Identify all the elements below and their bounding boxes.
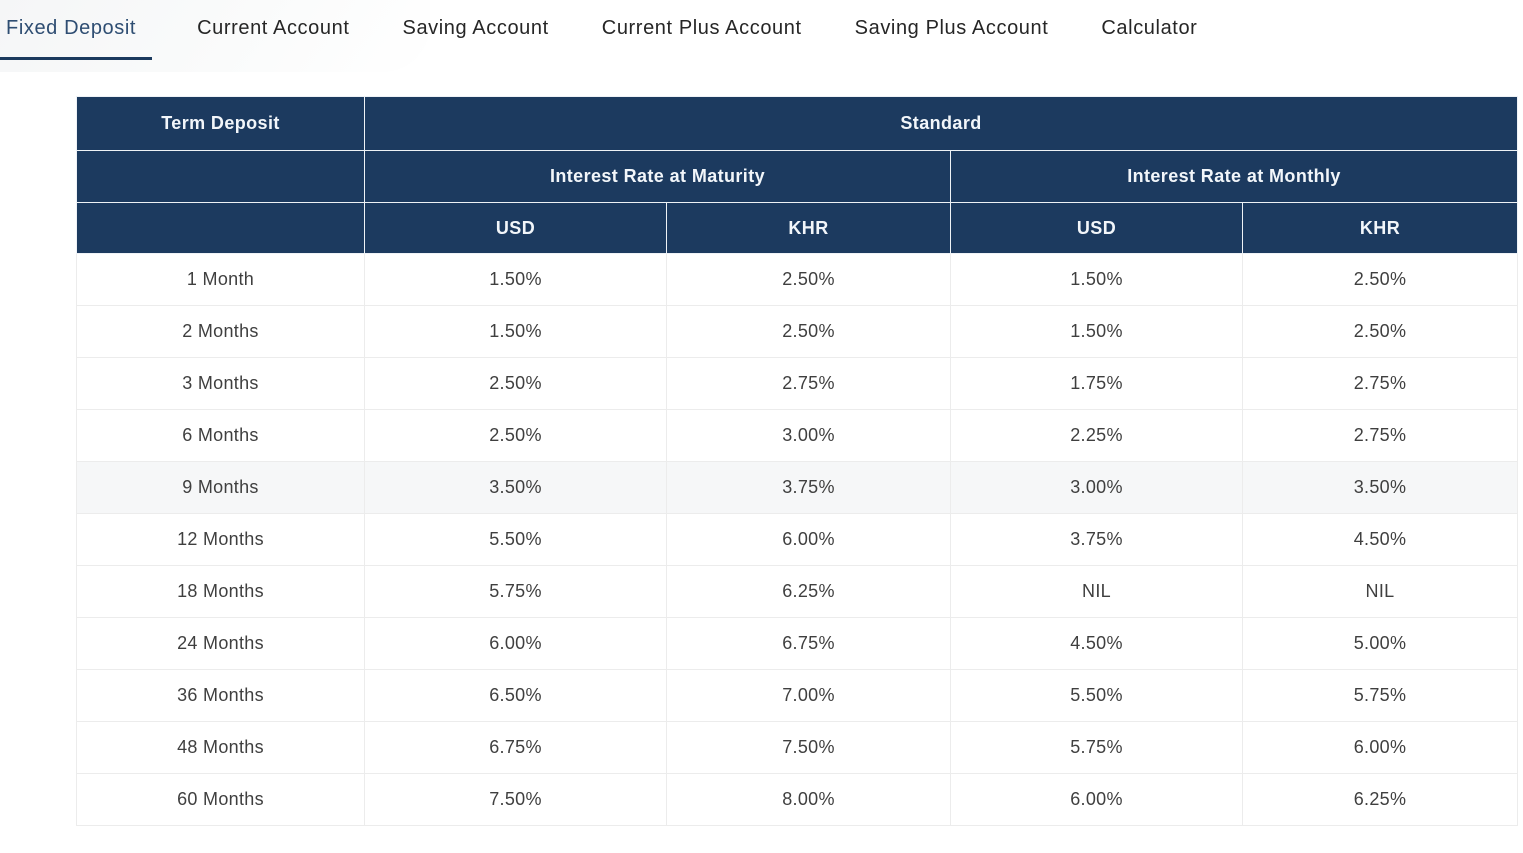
- table-row: 9 Months 3.50% 3.75% 3.00% 3.50%: [76, 461, 1519, 514]
- rate-cell: 3.50%: [364, 461, 667, 514]
- term-cell: 60 Months: [76, 773, 365, 826]
- rate-cell: 2.50%: [1241, 253, 1519, 306]
- rates-table: Term Deposit Standard Interest Rate at M…: [76, 96, 1519, 826]
- rate-table-body: 1 Month 1.50% 2.50% 1.50% 2.50% 2 Months 1.50%…: [76, 253, 1519, 826]
- header-row-groups: Interest Rate at Maturity Interest Rate …: [76, 150, 1519, 203]
- header-row-currencies: USD KHR USD KHR: [76, 202, 1519, 254]
- currency-header-usd-maturity: USD: [364, 202, 667, 254]
- rate-cell: 1.75%: [950, 357, 1243, 410]
- rate-cell: 2.75%: [1241, 357, 1519, 410]
- rate-cell: 3.00%: [950, 461, 1243, 514]
- table-row: 48 Months 6.75% 7.50% 5.75% 6.00%: [76, 721, 1519, 774]
- term-cell: 12 Months: [76, 513, 365, 566]
- table-row: 36 Months 6.50% 7.00% 5.50% 5.75%: [76, 669, 1519, 722]
- rate-cell: 2.50%: [666, 305, 951, 358]
- table-row: 60 Months 7.50% 8.00% 6.00% 6.25%: [76, 773, 1519, 826]
- tab-bar: Fixed Deposit Current Account Saving Accou…: [0, 0, 1523, 72]
- empty-header-cell: [76, 202, 365, 254]
- rate-cell: 6.00%: [364, 617, 667, 670]
- rate-cell: 2.50%: [364, 357, 667, 410]
- tab-fixed-deposit[interactable]: Fixed Deposit: [0, 0, 153, 60]
- rate-cell: 3.75%: [950, 513, 1243, 566]
- table-row: 12 Months 5.50% 6.00% 3.75% 4.50%: [76, 513, 1519, 566]
- rate-cell: 1.50%: [364, 253, 667, 306]
- currency-header-khr-monthly: KHR: [1241, 202, 1519, 254]
- rate-cell: 7.50%: [364, 773, 667, 826]
- term-cell: 1 Month: [76, 253, 365, 306]
- table-row: 1 Month 1.50% 2.50% 1.50% 2.50%: [76, 253, 1519, 306]
- table-row: 18 Months 5.75% 6.25% NIL NIL: [76, 565, 1519, 618]
- standard-header: Standard: [363, 96, 1519, 151]
- table-row: 3 Months 2.50% 2.75% 1.75% 2.75%: [76, 357, 1519, 410]
- rate-cell: 5.00%: [1241, 617, 1519, 670]
- rate-cell: 3.00%: [666, 409, 951, 462]
- term-cell: 6 Months: [76, 409, 365, 462]
- table-row: 24 Months 6.00% 6.75% 4.50% 5.00%: [76, 617, 1519, 670]
- rate-cell: 6.25%: [1241, 773, 1519, 826]
- rate-cell: 6.00%: [950, 773, 1243, 826]
- table-row: 6 Months 2.50% 3.00% 2.25% 2.75%: [76, 409, 1519, 462]
- term-cell: 3 Months: [76, 357, 365, 410]
- monthly-group-header: Interest Rate at Monthly: [949, 150, 1519, 203]
- rate-cell: 1.50%: [950, 253, 1243, 306]
- rate-cell: 6.00%: [1241, 721, 1519, 774]
- term-cell: 18 Months: [76, 565, 365, 618]
- rate-cell: 2.25%: [950, 409, 1243, 462]
- tab-saving-account[interactable]: Saving Account: [402, 17, 549, 39]
- term-cell: 48 Months: [76, 721, 365, 774]
- rate-cell: 6.25%: [666, 565, 951, 618]
- rate-cell: 6.50%: [364, 669, 667, 722]
- rate-cell: 6.75%: [666, 617, 951, 670]
- rate-cell: 2.75%: [1241, 409, 1519, 462]
- rate-cell: 6.00%: [666, 513, 951, 566]
- rate-cell: 6.75%: [364, 721, 667, 774]
- rate-cell: 2.50%: [1241, 305, 1519, 358]
- rate-cell: 5.75%: [1241, 669, 1519, 722]
- rate-cell: NIL: [1241, 565, 1519, 618]
- rates-table-container: Term Deposit Standard Interest Rate at M…: [76, 96, 1519, 826]
- currency-header-khr-maturity: KHR: [666, 202, 951, 254]
- tab-bar-background: [0, 0, 430, 72]
- rate-cell: 3.75%: [666, 461, 951, 514]
- header-row-top: Term Deposit Standard: [76, 96, 1519, 151]
- rate-cell: 1.50%: [364, 305, 667, 358]
- maturity-group-header: Interest Rate at Maturity: [364, 150, 951, 203]
- rate-cell: 2.50%: [666, 253, 951, 306]
- term-cell: 24 Months: [76, 617, 365, 670]
- term-cell: 2 Months: [76, 305, 365, 358]
- term-deposit-header: Term Deposit: [76, 96, 365, 151]
- rate-cell: 8.00%: [666, 773, 951, 826]
- tab-calculator[interactable]: Calculator: [1101, 17, 1198, 39]
- currency-header-usd-monthly: USD: [950, 202, 1243, 254]
- term-cell: 9 Months: [76, 461, 365, 514]
- rate-cell: 5.75%: [364, 565, 667, 618]
- rate-cell: 4.50%: [1241, 513, 1519, 566]
- rate-cell: 4.50%: [950, 617, 1243, 670]
- tab-current-account[interactable]: Current Account: [197, 17, 350, 39]
- rate-cell: 5.50%: [364, 513, 667, 566]
- table-row: 2 Months 1.50% 2.50% 1.50% 2.50%: [76, 305, 1519, 358]
- rate-cell: 5.75%: [950, 721, 1243, 774]
- tab-current-plus-account[interactable]: Current Plus Account: [601, 17, 802, 39]
- rate-cell: 2.50%: [364, 409, 667, 462]
- rate-cell: 7.00%: [666, 669, 951, 722]
- rate-cell: 7.50%: [666, 721, 951, 774]
- empty-header-cell: [76, 150, 365, 203]
- rate-cell: 5.50%: [950, 669, 1243, 722]
- rate-cell: 2.75%: [666, 357, 951, 410]
- rate-cell: NIL: [950, 565, 1243, 618]
- term-cell: 36 Months: [76, 669, 365, 722]
- rate-cell: 1.50%: [950, 305, 1243, 358]
- rate-cell: 3.50%: [1241, 461, 1519, 514]
- tab-saving-plus-account[interactable]: Saving Plus Account: [854, 17, 1049, 39]
